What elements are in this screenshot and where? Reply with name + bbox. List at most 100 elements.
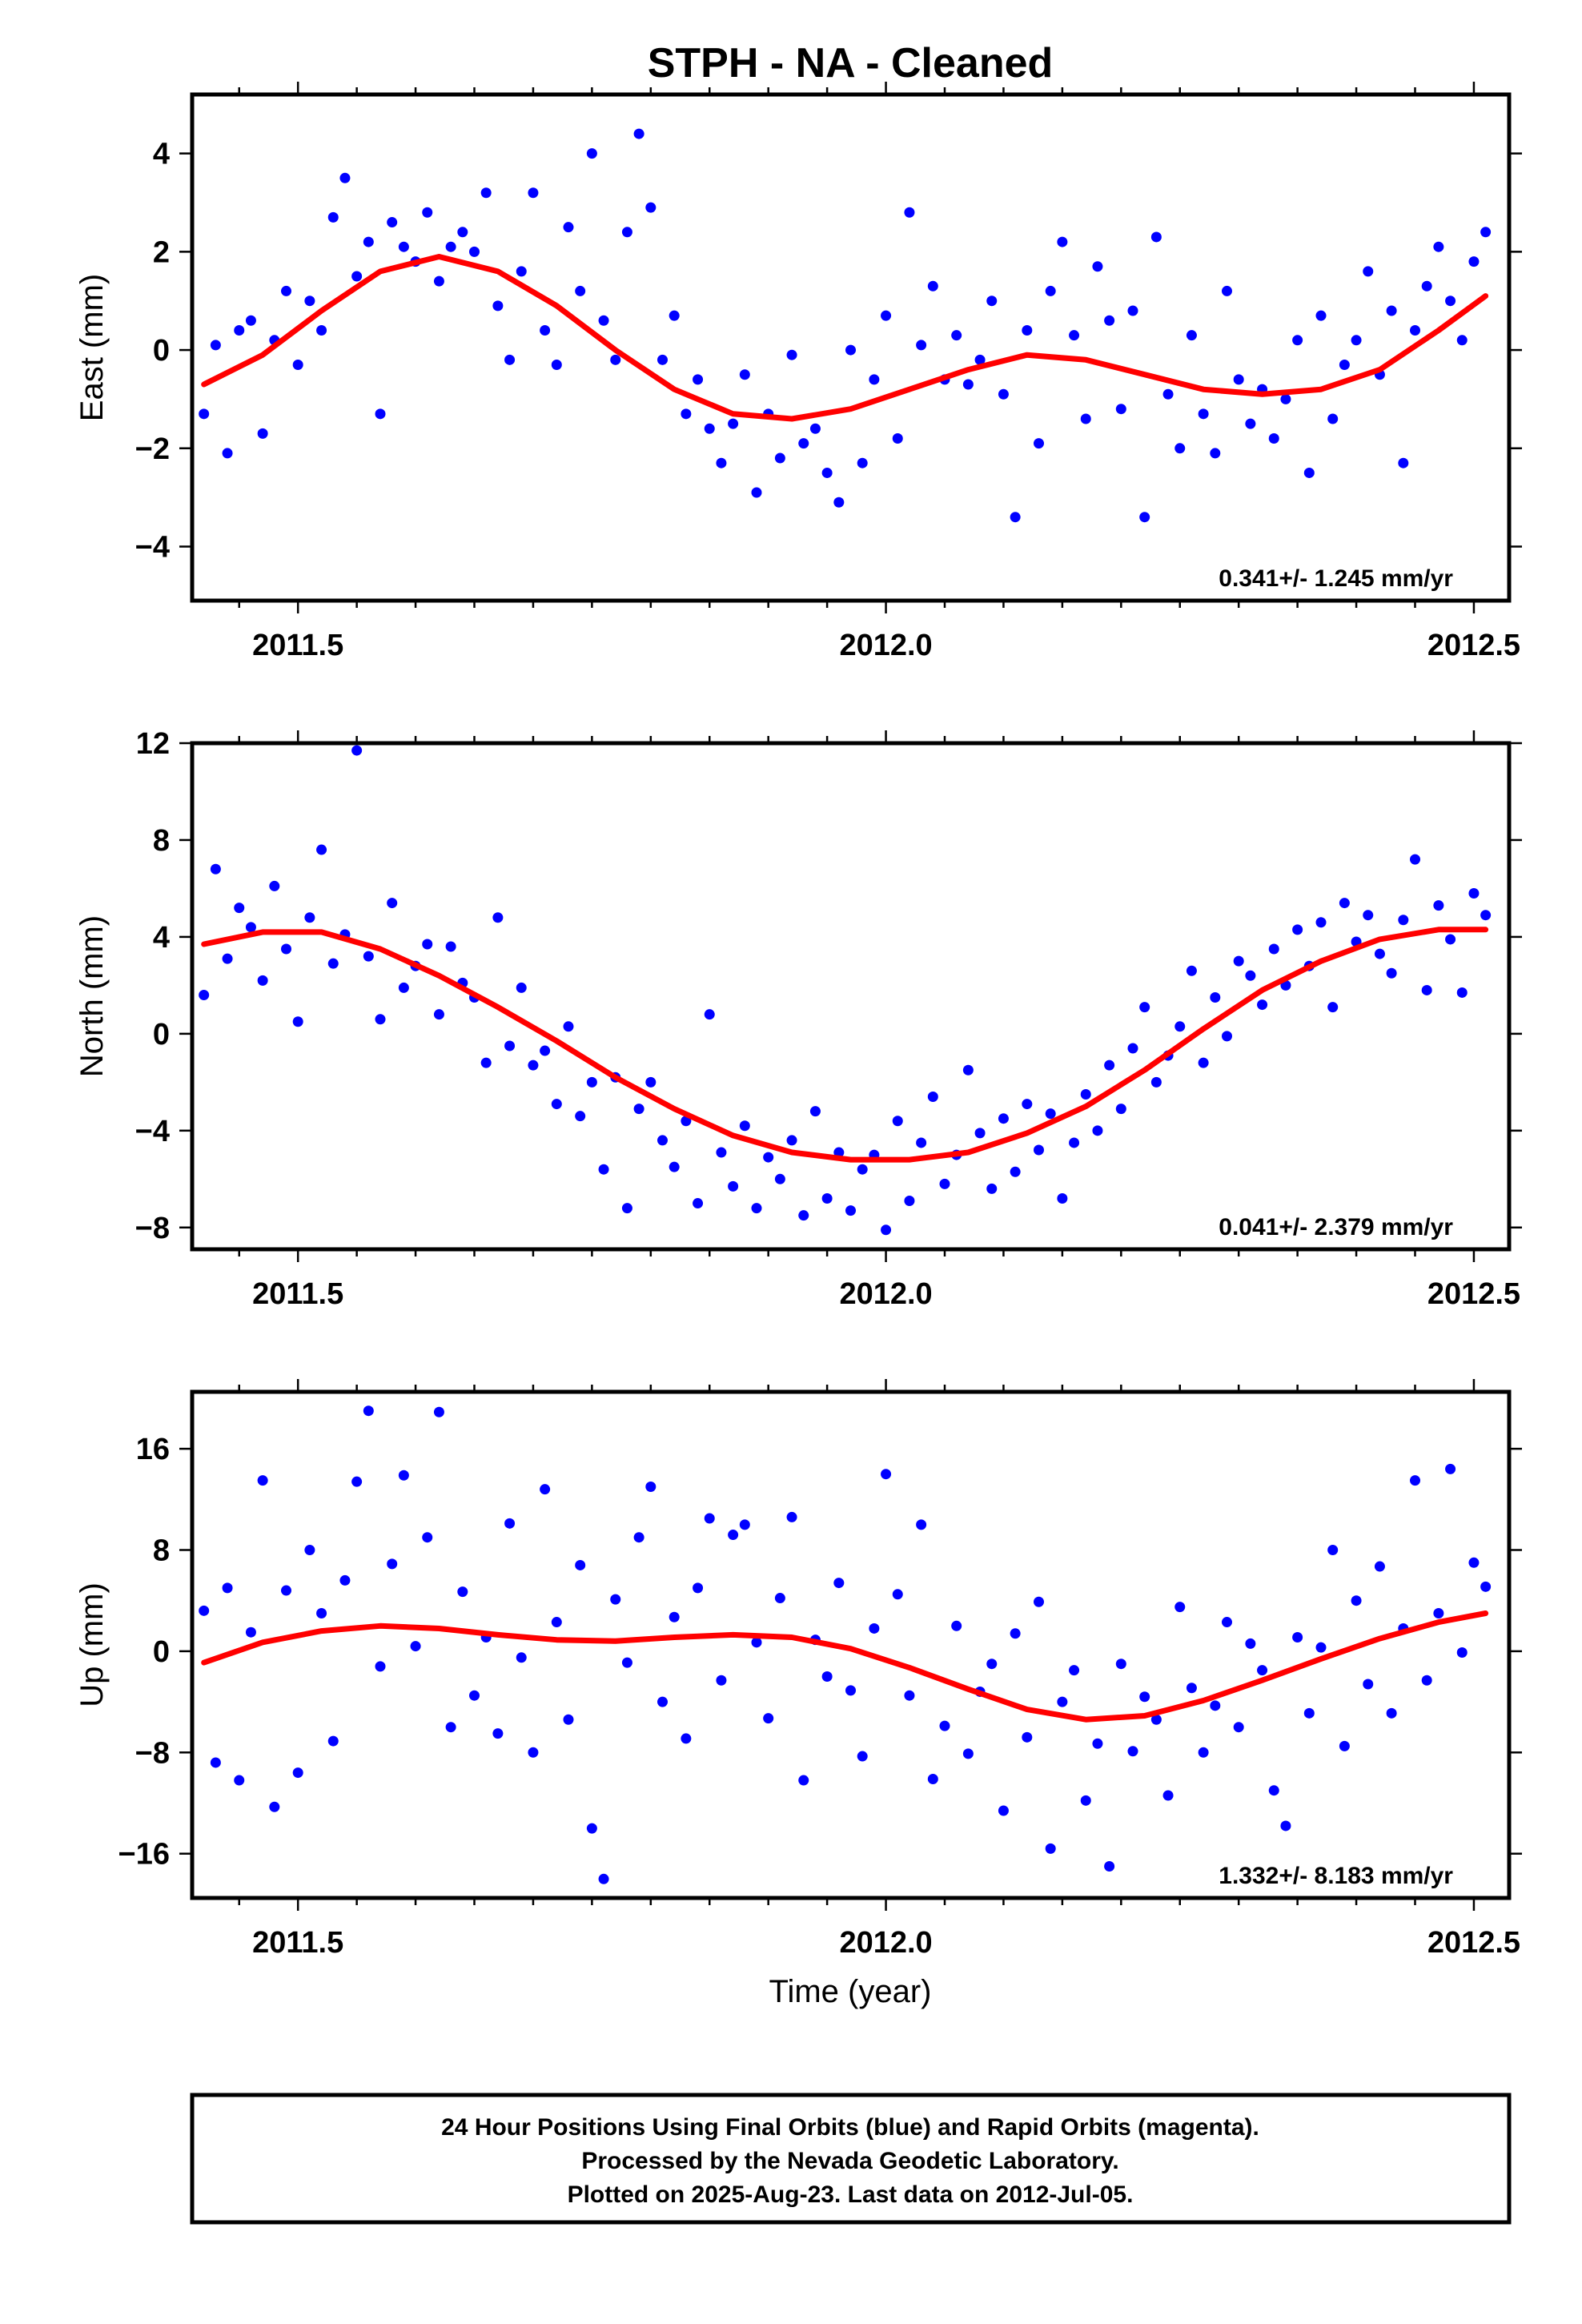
data-point bbox=[1433, 1608, 1444, 1618]
data-point bbox=[704, 423, 715, 434]
data-point bbox=[1233, 955, 1244, 967]
data-point bbox=[504, 1518, 516, 1529]
y-tick-label: 0 bbox=[153, 334, 170, 368]
data-point bbox=[1233, 374, 1244, 385]
data-point bbox=[222, 953, 233, 964]
data-point bbox=[1045, 285, 1056, 296]
data-point bbox=[693, 1198, 704, 1209]
data-point bbox=[809, 1106, 821, 1117]
plot-frame bbox=[190, 92, 1512, 603]
data-point bbox=[657, 354, 668, 365]
data-point bbox=[1433, 900, 1444, 911]
data-point bbox=[398, 1470, 409, 1481]
data-point bbox=[657, 1696, 668, 1707]
data-point bbox=[704, 1009, 715, 1020]
data-point bbox=[1210, 1700, 1221, 1711]
data-point bbox=[563, 222, 574, 233]
y-tick-label: 16 bbox=[136, 1433, 170, 1466]
data-point bbox=[1034, 438, 1044, 449]
data-point bbox=[1245, 970, 1256, 981]
data-point bbox=[210, 1757, 221, 1768]
data-point bbox=[1150, 231, 1162, 243]
data-point bbox=[363, 951, 374, 962]
x-tick-label: 2012.5 bbox=[1427, 1926, 1520, 1960]
data-point bbox=[257, 1475, 268, 1486]
data-point bbox=[540, 1484, 551, 1495]
data-point bbox=[1198, 408, 1209, 420]
data-point bbox=[869, 374, 880, 385]
data-point bbox=[645, 1076, 656, 1088]
data-point bbox=[504, 354, 516, 365]
data-point bbox=[1456, 987, 1468, 998]
data-point bbox=[1456, 1647, 1468, 1658]
data-point bbox=[398, 241, 409, 252]
data-point bbox=[1045, 1108, 1056, 1120]
data-point bbox=[492, 300, 504, 312]
data-point bbox=[633, 128, 644, 139]
data-point bbox=[1010, 512, 1021, 523]
data-point bbox=[1022, 1731, 1033, 1743]
y-tick-label: 8 bbox=[153, 1534, 170, 1568]
data-point bbox=[1303, 467, 1315, 478]
data-point bbox=[939, 1720, 950, 1731]
data-point bbox=[1222, 1617, 1232, 1628]
data-point bbox=[257, 975, 268, 986]
data-point bbox=[774, 452, 785, 464]
data-point bbox=[1034, 1596, 1044, 1607]
data-point bbox=[681, 1733, 692, 1744]
data-point bbox=[469, 1690, 480, 1701]
data-point bbox=[516, 266, 527, 277]
data-point bbox=[551, 1617, 562, 1628]
data-point bbox=[1210, 448, 1221, 459]
data-point bbox=[551, 359, 562, 370]
data-point bbox=[962, 1064, 974, 1076]
data-point bbox=[833, 1578, 845, 1589]
data-point bbox=[316, 1608, 327, 1618]
data-point bbox=[1245, 1638, 1256, 1649]
caption-line-3: Plotted on 2025-Aug-23. Last data on 201… bbox=[568, 2181, 1134, 2208]
x-tick-label: 2012.5 bbox=[1427, 1277, 1520, 1311]
data-point bbox=[916, 1137, 927, 1148]
data-point bbox=[433, 1009, 444, 1020]
data-point bbox=[1139, 512, 1150, 523]
data-point bbox=[1186, 330, 1197, 341]
y-tick-label: −8 bbox=[135, 1736, 170, 1770]
data-point bbox=[786, 1135, 797, 1146]
data-point bbox=[1445, 296, 1456, 307]
data-point bbox=[1222, 1031, 1232, 1042]
data-point bbox=[1456, 335, 1468, 346]
data-point bbox=[1257, 999, 1268, 1011]
data-point bbox=[1315, 1642, 1327, 1653]
data-point bbox=[1080, 1088, 1091, 1100]
data-point bbox=[1022, 1099, 1033, 1110]
data-point bbox=[693, 374, 704, 385]
data-point bbox=[1127, 1746, 1138, 1757]
data-point bbox=[269, 1801, 280, 1812]
data-point bbox=[669, 1161, 680, 1172]
data-point bbox=[610, 1594, 621, 1605]
data-point bbox=[1292, 1632, 1303, 1643]
data-point bbox=[763, 1713, 774, 1724]
data-point bbox=[1162, 1790, 1174, 1801]
caption-line-1: 24 Hour Positions Using Final Orbits (bl… bbox=[441, 2114, 1259, 2141]
data-point bbox=[798, 438, 809, 449]
data-point bbox=[563, 1714, 574, 1725]
data-point bbox=[480, 187, 492, 199]
plot-frame bbox=[190, 741, 1512, 1252]
data-point bbox=[892, 433, 903, 444]
data-point bbox=[598, 1164, 609, 1175]
data-point bbox=[257, 428, 268, 439]
data-point bbox=[986, 1183, 998, 1194]
data-point bbox=[1374, 948, 1385, 959]
data-point bbox=[1433, 241, 1444, 252]
data-point bbox=[869, 1622, 880, 1634]
data-point bbox=[327, 211, 339, 223]
data-point bbox=[351, 745, 363, 756]
data-point bbox=[610, 354, 621, 365]
data-point bbox=[363, 1405, 374, 1417]
data-point bbox=[1104, 315, 1115, 326]
data-point bbox=[1198, 1057, 1209, 1068]
data-point bbox=[422, 1532, 433, 1543]
x-tick-label: 2012.0 bbox=[839, 1926, 932, 1960]
data-point bbox=[845, 1685, 856, 1696]
